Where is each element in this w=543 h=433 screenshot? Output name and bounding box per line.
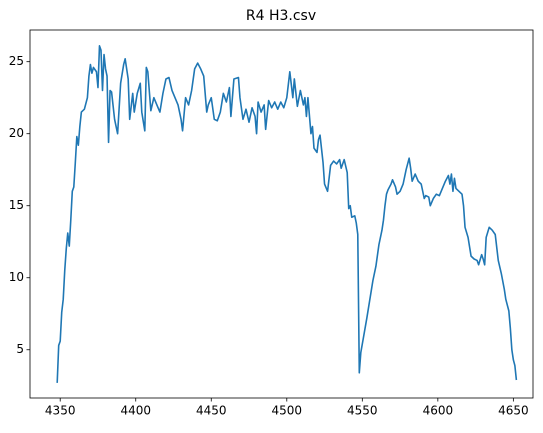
x-tick-label: 4600 [423, 404, 454, 418]
x-tick-label: 4450 [196, 404, 227, 418]
data-line [56, 45, 518, 383]
x-tick-label: 4400 [120, 404, 151, 418]
y-tick-label: 10 [9, 270, 24, 284]
y-tick-label: 15 [9, 198, 24, 212]
x-tick-label: 4350 [45, 404, 76, 418]
y-tick-label: 20 [9, 126, 24, 140]
x-tick-label: 4550 [347, 404, 378, 418]
y-tick-label: 5 [16, 342, 24, 356]
y-tick-label: 25 [9, 54, 24, 68]
x-tick-label: 4500 [272, 404, 303, 418]
axes-frame [29, 29, 534, 399]
chart-title: R4 H3.csv [246, 8, 316, 24]
x-tick-label: 4650 [498, 404, 529, 418]
